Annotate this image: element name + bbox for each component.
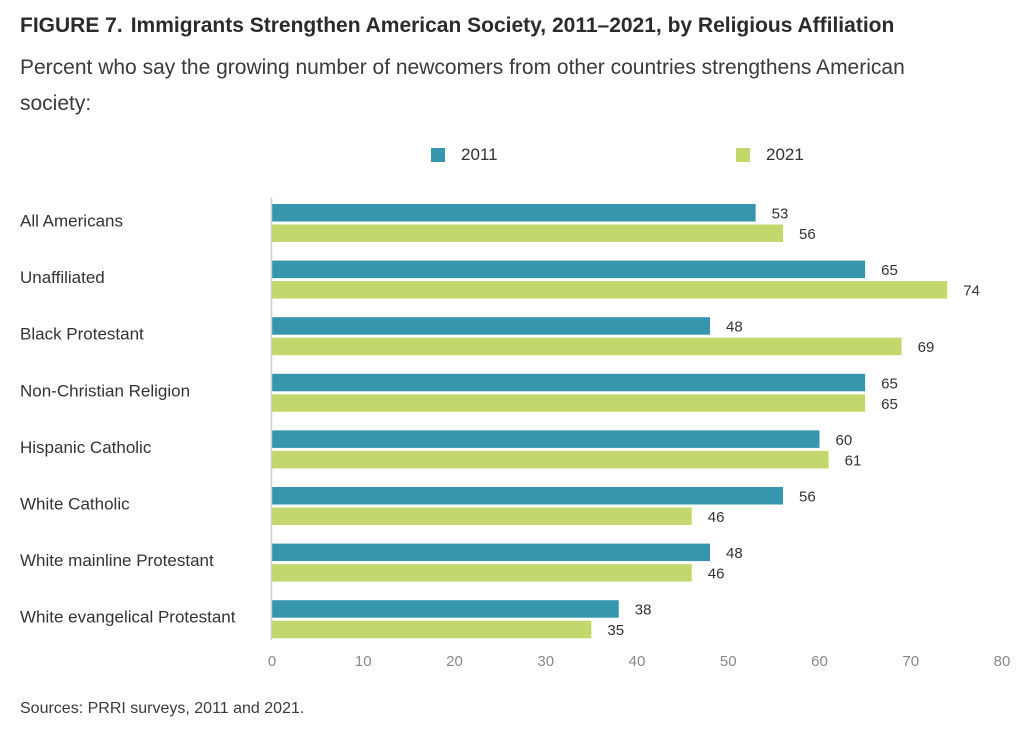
category-label-white-catholic: White Catholic (20, 495, 130, 514)
bar-2011-white-catholic (272, 487, 783, 505)
data-label-2011-black-protestant: 48 (726, 319, 743, 336)
bar-2011-all-americans (272, 204, 756, 222)
source-note: Sources: PRRI surveys, 2011 and 2021. (20, 700, 305, 717)
x-tick-label-80: 80 (994, 653, 1011, 670)
data-label-2011-all-americans: 53 (772, 206, 789, 223)
category-label-hispanic-catholic: Hispanic Catholic (20, 438, 152, 457)
category-label-white-mainline-protestant: White mainline Protestant (20, 551, 214, 570)
bar-2021-hispanic-catholic (272, 450, 829, 469)
legend-item-2021: 2021 (736, 145, 804, 165)
data-label-2021-unaffiliated: 74 (963, 283, 980, 300)
x-tick-label-40: 40 (629, 653, 646, 670)
figure-title-text: Immigrants Strengthen American Society, … (130, 14, 895, 37)
x-tick-label-10: 10 (355, 653, 372, 670)
bar-2021-white-catholic (272, 507, 692, 525)
bar-2011-white-evangelical-protestant (272, 600, 619, 618)
bar-2011-black-protestant (272, 317, 710, 335)
legend-label-2011: 2011 (461, 145, 498, 164)
bar-2011-white-mainline-protestant (272, 543, 710, 562)
figure-title: FIGURE 7. Immigrants Strengthen American … (20, 14, 894, 38)
x-tick-label-50: 50 (720, 653, 737, 670)
bar-2021-black-protestant (272, 337, 902, 356)
legend-swatch-2021 (736, 148, 750, 162)
bar-2021-white-mainline-protestant (272, 564, 692, 582)
figure-subtitle: Percent who say the growing number of ne… (20, 56, 905, 115)
data-label-2011-white-mainline-protestant: 48 (726, 545, 743, 562)
bar-2021-non-christian-religion (272, 394, 866, 412)
x-tick-label-60: 60 (811, 653, 828, 670)
bar-2011-non-christian-religion (272, 373, 866, 392)
bar-2021-all-americans (272, 224, 783, 242)
data-label-2021-all-americans: 56 (799, 226, 816, 243)
bar-2021-unaffiliated (272, 281, 948, 299)
data-label-2011-non-christian-religion: 65 (881, 375, 898, 392)
data-label-2021-white-mainline-protestant: 46 (708, 566, 725, 583)
x-tick-label-0: 0 (268, 653, 276, 670)
category-label-white-evangelical-protestant: White evangelical Protestant (20, 608, 236, 627)
category-label-black-protestant: Black Protestant (20, 325, 144, 344)
bar-2021-white-evangelical-protestant (272, 620, 592, 639)
bar-2011-unaffiliated (272, 260, 866, 279)
data-label-2021-black-protestant: 69 (918, 339, 935, 356)
data-label-2011-white-catholic: 56 (799, 489, 816, 506)
x-tick-label-70: 70 (902, 653, 919, 670)
legend-item-2011: 2011 (431, 145, 498, 165)
data-label-2011-white-evangelical-protestant: 38 (635, 602, 652, 619)
legend-swatch-2011 (431, 148, 445, 162)
category-label-non-christian-religion: Non-Christian Religion (20, 381, 190, 400)
figure-number: FIGURE 7. (20, 14, 123, 37)
data-label-2021-non-christian-religion: 65 (881, 396, 898, 413)
category-label-unaffiliated: Unaffiliated (20, 268, 105, 287)
data-label-2021-white-catholic: 46 (708, 509, 725, 526)
category-label-all-americans: All Americans (20, 212, 123, 231)
bar-2011-hispanic-catholic (272, 430, 820, 448)
data-label-2011-hispanic-catholic: 60 (836, 432, 853, 449)
x-tick-label-20: 20 (446, 653, 463, 670)
data-label-2011-unaffiliated: 65 (881, 262, 898, 279)
legend-label-2021: 2021 (766, 145, 804, 164)
x-tick-label-30: 30 (537, 653, 554, 670)
data-label-2021-hispanic-catholic: 61 (845, 452, 862, 469)
data-label-2021-white-evangelical-protestant: 35 (607, 622, 624, 639)
